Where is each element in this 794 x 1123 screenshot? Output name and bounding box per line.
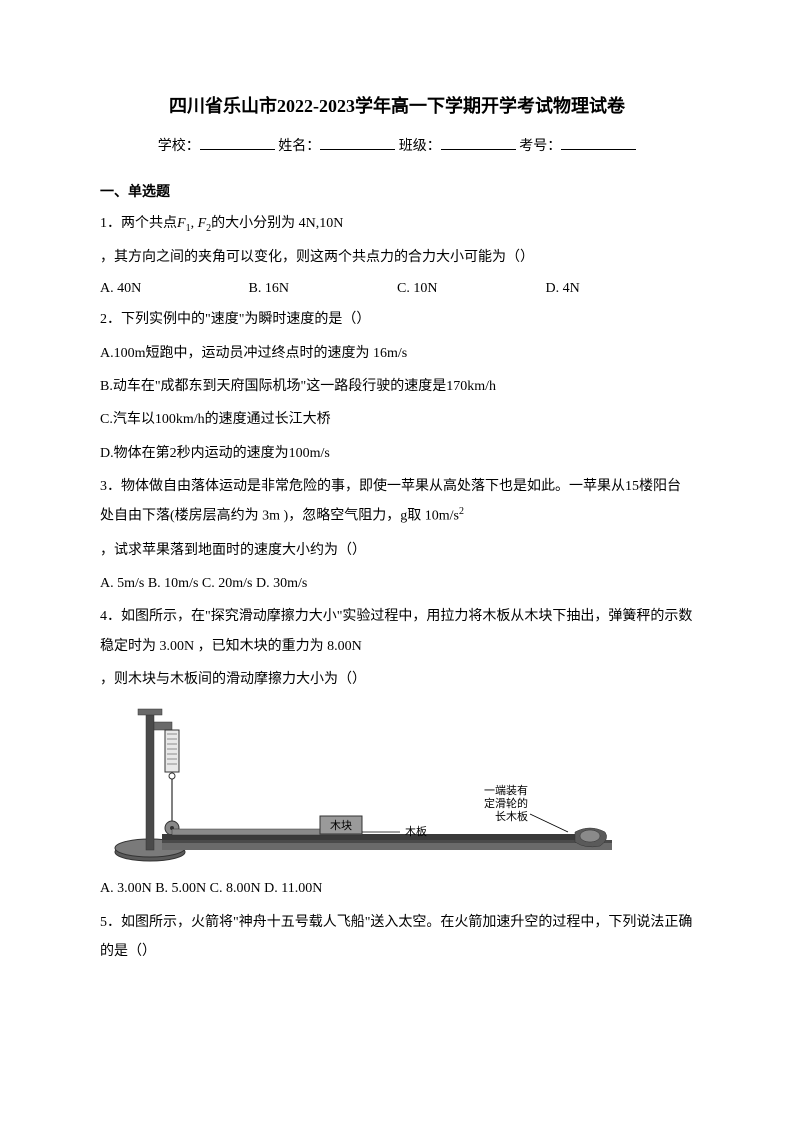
- q2-optD: D.物体在第2秒内运动的速度为100m/s: [100, 439, 694, 468]
- question-1-line2: ，其方向之间的夹角可以变化，则这两个共点力的合力大小可能为（）: [100, 243, 694, 272]
- q2-optB: B.动车在"成都东到天府国际机场"这一路段行驶的速度是170km/h: [100, 372, 694, 401]
- q1-optD: D. 4N: [546, 276, 695, 301]
- q1-optC: C. 10N: [397, 276, 546, 301]
- question-5: 5．如图所示，火箭将"神舟十五号载人飞船"送入太空。在火箭加速升空的过程中，下列…: [100, 908, 694, 967]
- pulley-label-3: 长木板: [495, 809, 528, 823]
- name-blank: [320, 134, 395, 150]
- question-2: 2．下列实例中的"速度"为瞬时速度的是（）: [100, 305, 694, 334]
- q3-sup: 2: [459, 506, 464, 517]
- pulley-label-2: 定滑轮的: [484, 796, 528, 810]
- q2-optC: C.汽车以100km/h的速度通过长江大桥: [100, 405, 694, 434]
- info-line: 学校： 姓名： 班级： 考号：: [100, 134, 694, 159]
- q2-optA: A.100m短跑中，运动员冲过终点时的速度为 16m/s: [100, 339, 694, 368]
- class-label: 班级：: [399, 139, 441, 154]
- experiment-diagram: 木块 木板 一端装有 定滑轮的 长木板: [100, 704, 620, 864]
- school-blank: [200, 134, 275, 150]
- q4-opts: A. 3.00N B. 5.00N C. 8.00N D. 11.00N: [100, 874, 694, 903]
- q1-f1: F: [177, 216, 186, 231]
- question-4: 4．如图所示，在"探究滑动摩擦力大小"实验过程中，用拉力将木板从木块下抽出，弹簧…: [100, 602, 694, 661]
- question-3-line2: ，试求苹果落到地面时的速度大小约为（）: [100, 536, 694, 565]
- q1-text-post: 的大小分别为 4N,10N: [211, 216, 343, 231]
- q1-options: A. 40N B. 16N C. 10N D. 4N: [100, 276, 694, 301]
- question-1: 1．两个共点F1, F2的大小分别为 4N,10N: [100, 209, 694, 239]
- q3-line1: 3．物体做自由落体运动是非常危险的事，即使一苹果从高处落下也是如此。一苹果从15…: [100, 479, 681, 524]
- examno-blank: [561, 134, 636, 150]
- examno-label: 考号：: [519, 139, 561, 154]
- q1-optB: B. 16N: [249, 276, 398, 301]
- block-label-svg: 木块: [330, 819, 352, 832]
- q1-text-pre: 1．两个共点: [100, 216, 177, 231]
- q1-optA: A. 40N: [100, 276, 249, 301]
- class-blank: [441, 134, 516, 150]
- question-4-line2: ，则木块与木板间的滑动摩擦力大小为（）: [100, 665, 694, 694]
- q1-f2: F: [198, 216, 207, 231]
- q3-opts: A. 5m/s B. 10m/s C. 20m/s D. 30m/s: [100, 569, 694, 598]
- pulley-label-1: 一端装有: [484, 783, 528, 797]
- q1-sub1: 1: [186, 223, 191, 234]
- school-label: 学校：: [158, 139, 200, 154]
- name-label: 姓名：: [278, 139, 320, 154]
- question-3: 3．物体做自由落体运动是非常危险的事，即使一苹果从高处落下也是如此。一苹果从15…: [100, 472, 694, 531]
- section-1-header: 一、单选题: [100, 180, 694, 205]
- page-title: 四川省乐山市2022-2023学年高一下学期开学考试物理试卷: [100, 90, 694, 122]
- board-label-svg: 木板: [405, 824, 427, 838]
